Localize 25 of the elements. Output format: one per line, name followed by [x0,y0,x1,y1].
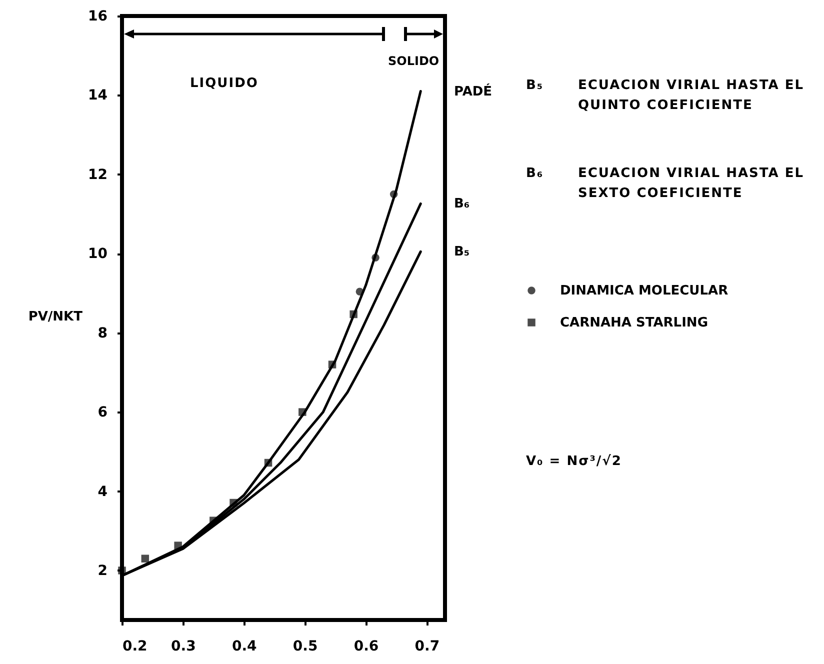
y-tick-label: 10 [88,246,108,262]
y-axis-title: PV/NKT [28,310,83,324]
text: V₀ = Nσ³/√2 [526,454,622,469]
y-tick-label: 12 [88,166,108,183]
y-tick-label: 2 [98,562,108,579]
legend-label: DINAMICA MOLECULAR [560,284,728,298]
x-tick-label: 0.3 [171,638,196,654]
x-tick-label: 0.6 [354,638,379,654]
y-tick-label: 8 [98,325,108,342]
text: B₅ ECUACION VIRIAL HASTA EL QUINTO COEFICIENTE [526,78,804,113]
y-tick-label: 16 [88,8,108,24]
x-tick-label: 0.7 [414,638,440,654]
text: B₆ [454,196,470,212]
y-tick-label: 4 [98,484,108,500]
annotation: SOLIDO [388,54,440,68]
y-tick-label: 14 [88,88,108,104]
x-tick-label: 0.2 [122,638,148,654]
x-tick-label: 0.4 [232,638,258,654]
y-tick-label: 6 [98,404,108,421]
text: B₅ [454,244,470,260]
text: PADÉ [454,82,492,100]
text: B₆ ECUACION VIRIAL HASTA EL SEXTO COEFICIENTE [526,166,804,201]
x-tick-label: 0.5 [292,638,318,654]
legend-label: CARNAHA STARLING [560,316,708,330]
annotation: LIQUIDO [190,76,258,91]
